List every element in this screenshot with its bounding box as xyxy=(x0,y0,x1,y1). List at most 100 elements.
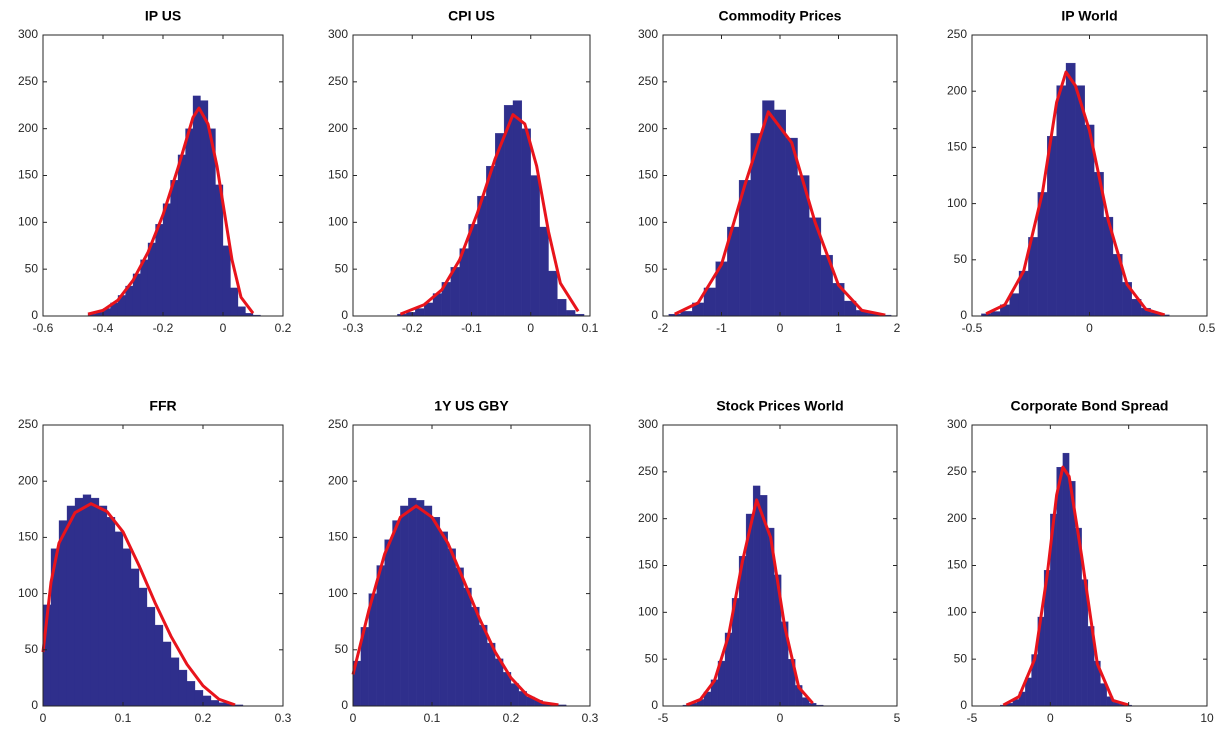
x-tick-label: 0.2 xyxy=(503,711,520,725)
bar xyxy=(416,500,425,707)
bar xyxy=(1056,466,1064,707)
panel: 0 50 100 150 200 250 0 0.1 0.2 0.3 1Y US GBY xyxy=(328,398,599,725)
panel: 0 50 100 150 200 250 300 -0.6 -0.4 -0.2 0 0.2 IP US xyxy=(18,8,292,335)
density-curve xyxy=(1002,465,1130,707)
chart-title: Commodity Prices xyxy=(719,8,842,24)
y-tick-label: 200 xyxy=(18,473,38,487)
panel: 0 50 100 150 200 250 300 -2 -1 0 1 2 Commodity Price… xyxy=(638,8,901,335)
y-tick-label: 250 xyxy=(947,464,967,478)
y-tick-label: 0 xyxy=(651,308,658,322)
bar xyxy=(130,568,140,707)
bar xyxy=(1065,62,1076,317)
bar xyxy=(468,224,478,317)
y-tick-label: 50 xyxy=(335,642,349,656)
y-tick-label: 0 xyxy=(651,698,658,712)
bar xyxy=(162,203,171,317)
x-tick-label: 0 xyxy=(777,321,784,335)
x-tick-label: 0 xyxy=(1086,321,1093,335)
x-tick-label: 0 xyxy=(40,711,47,725)
bar xyxy=(1062,452,1070,707)
density-curve xyxy=(685,498,814,707)
bar xyxy=(98,505,108,707)
bar xyxy=(192,95,201,317)
bar xyxy=(495,133,505,317)
x-tick-label: -0.4 xyxy=(93,321,114,335)
y-tick-label: 50 xyxy=(25,642,39,656)
bar xyxy=(463,587,472,707)
y-tick-label: 250 xyxy=(638,464,658,478)
y-tick-label: 150 xyxy=(18,530,38,544)
y-tick-label: 150 xyxy=(947,140,967,154)
y-tick-label: 100 xyxy=(638,605,658,619)
bar xyxy=(74,497,84,707)
bar xyxy=(154,624,164,707)
bar xyxy=(477,195,487,317)
y-tick-label: 200 xyxy=(947,83,967,97)
chart-title: FFR xyxy=(149,398,176,414)
bar xyxy=(447,548,456,707)
bar xyxy=(1009,293,1020,317)
bar xyxy=(431,517,441,707)
y-tick-label: 0 xyxy=(341,698,348,712)
y-tick-label: 50 xyxy=(25,261,39,275)
bar xyxy=(114,531,124,707)
bar xyxy=(237,306,246,317)
y-tick-label: 200 xyxy=(328,121,348,135)
x-tick-label: 0.3 xyxy=(275,711,292,725)
bar xyxy=(106,517,116,707)
x-tick-label: 10 xyxy=(1200,711,1214,725)
bar xyxy=(146,606,156,707)
x-tick-label: 0 xyxy=(220,321,227,335)
bar xyxy=(122,548,132,707)
bar xyxy=(423,505,433,707)
y-tick-label: 250 xyxy=(328,74,348,88)
x-tick-label: 0.3 xyxy=(582,711,599,725)
x-tick-label: 0.1 xyxy=(115,711,132,725)
bar xyxy=(202,695,212,707)
density-curve xyxy=(87,106,255,316)
bar xyxy=(539,226,549,317)
x-tick-label: -5 xyxy=(658,711,669,725)
x-tick-label: 0 xyxy=(777,711,784,725)
bar xyxy=(392,520,401,707)
bar xyxy=(170,180,179,317)
y-tick-label: 300 xyxy=(638,27,658,41)
x-tick-label: 0.2 xyxy=(275,321,292,335)
y-tick-label: 150 xyxy=(947,558,967,572)
bar xyxy=(1075,85,1085,317)
density-curve xyxy=(674,110,886,317)
x-tick-label: -0.1 xyxy=(461,321,482,335)
bar xyxy=(439,531,448,707)
y-tick-label: 50 xyxy=(645,651,659,665)
panel: 0 50 100 150 200 250 0 0.1 0.2 0.3 FFR xyxy=(18,398,292,725)
y-tick-label: 300 xyxy=(947,417,967,431)
bar xyxy=(1047,136,1057,317)
chart-title: IP World xyxy=(1061,8,1117,24)
x-tick-label: 5 xyxy=(894,711,901,725)
x-tick-label: -2 xyxy=(658,321,669,335)
density-curve xyxy=(41,502,236,707)
bar xyxy=(58,520,68,707)
bar xyxy=(384,539,393,707)
y-tick-label: 0 xyxy=(960,698,967,712)
x-tick-label: -0.5 xyxy=(962,321,983,335)
bar xyxy=(752,485,761,707)
y-tick-label: 0 xyxy=(31,308,38,322)
bar xyxy=(185,128,194,317)
density-curve xyxy=(399,113,580,316)
x-tick-label: 0 xyxy=(527,321,534,335)
bar xyxy=(194,690,204,707)
y-tick-label: 100 xyxy=(18,215,38,229)
bar xyxy=(548,270,558,317)
bar xyxy=(147,242,156,317)
bar xyxy=(222,245,231,317)
y-tick-label: 200 xyxy=(638,511,658,525)
x-tick-label: 0.1 xyxy=(582,321,599,335)
y-tick-label: 250 xyxy=(18,74,38,88)
y-tick-label: 150 xyxy=(638,168,658,182)
chart-title: Stock Prices World xyxy=(716,398,843,414)
chart-title: IP US xyxy=(145,8,181,24)
bar xyxy=(762,100,775,317)
